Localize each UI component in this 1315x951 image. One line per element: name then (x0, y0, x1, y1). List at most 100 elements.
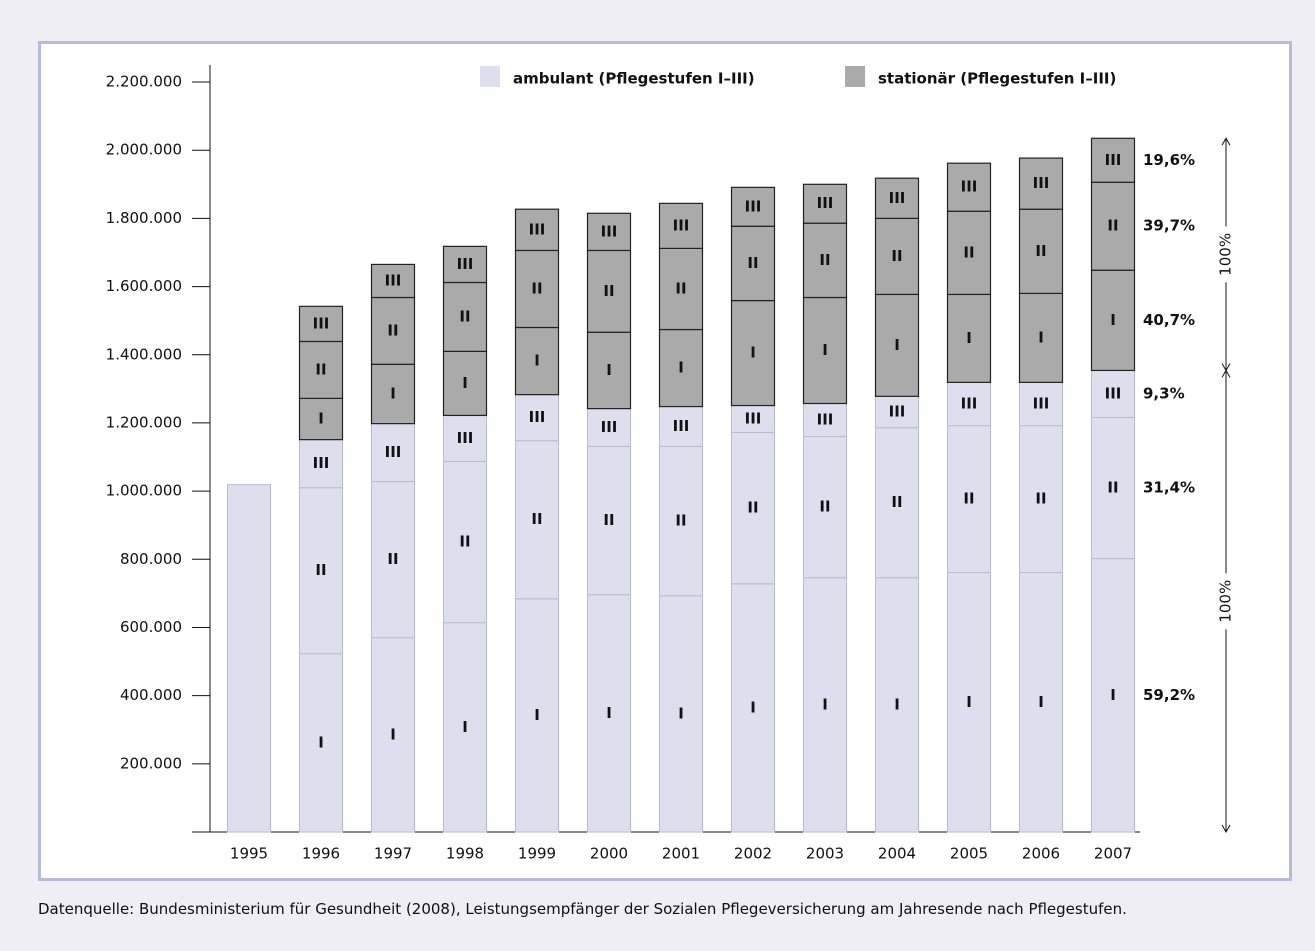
segment-label: I (390, 384, 396, 402)
bar-segment (370, 263, 416, 299)
y-tick-label: 1.000.000 (106, 482, 182, 500)
segment-label: II (675, 279, 686, 297)
share-label: 59,2% (1143, 686, 1195, 704)
segment-label: III (817, 194, 834, 212)
segment-label: III (673, 216, 690, 234)
segment-label: I (318, 733, 324, 751)
bar-segment (514, 249, 560, 329)
segment-label: I (966, 693, 972, 711)
segment-label: III (457, 429, 474, 447)
bar-segment (586, 331, 632, 410)
bar-segment (586, 212, 632, 252)
segment-label: III (313, 314, 330, 332)
segment-label: II (1035, 490, 1046, 508)
segment-label: III (889, 403, 906, 421)
segment-label: III (1033, 174, 1050, 192)
y-tick-label: 1.400.000 (106, 345, 182, 363)
x-tick-label: 1999 (518, 845, 556, 863)
bar-segment (1018, 292, 1064, 383)
x-tick-label: 2007 (1094, 845, 1132, 863)
segment-label: II (315, 360, 326, 378)
segment-label: II (1107, 479, 1118, 497)
segment-label: III (385, 443, 402, 461)
x-tick-label: 2006 (1022, 845, 1060, 863)
bar-segment (1090, 269, 1136, 372)
y-tick-label: 1.600.000 (106, 277, 182, 295)
segment-label: I (750, 344, 756, 362)
bar-segment (1018, 157, 1064, 210)
segment-label: I (822, 341, 828, 359)
segment-label: III (385, 271, 402, 289)
x-tick-label: 1997 (374, 845, 412, 863)
bracket-arrow (1221, 363, 1231, 372)
legend-label: stationär (Pflegestufen I–III) (878, 70, 1116, 88)
segment-label: III (673, 417, 690, 435)
legend-swatch (480, 66, 500, 87)
bar-segment (515, 440, 559, 600)
bar-segment (299, 487, 343, 655)
bar-segment (587, 594, 631, 833)
segment-label: I (606, 704, 612, 722)
bar-segment (658, 328, 704, 408)
bar-segment (227, 484, 271, 833)
segment-label: III (961, 395, 978, 413)
bar-segment (730, 225, 776, 302)
share-label: 9,3% (1143, 384, 1185, 402)
bar-segment (946, 210, 992, 296)
bar-segment (803, 436, 847, 579)
x-tick-label: 2001 (662, 845, 700, 863)
bar-segment (875, 427, 919, 579)
x-tick-label: 1996 (302, 845, 340, 863)
bar-segment (659, 445, 703, 597)
x-tick-label: 2004 (878, 845, 916, 863)
bar-segment (875, 577, 919, 833)
bar-segment (946, 162, 992, 212)
bar-segment (370, 296, 416, 365)
segment-label: II (891, 493, 902, 511)
segment-label: II (963, 490, 974, 508)
segment-label: I (462, 374, 468, 392)
segment-label: III (1105, 384, 1122, 402)
bar-segment (731, 583, 775, 833)
segment-label: II (747, 499, 758, 517)
segment-label: III (457, 255, 474, 273)
segment-label: II (603, 511, 614, 529)
segment-label: II (531, 279, 542, 297)
segment-label: III (601, 222, 618, 240)
bar-segment (298, 397, 344, 441)
bar-segment (514, 326, 560, 396)
bar-segment (442, 350, 488, 417)
segment-label: II (1035, 242, 1046, 260)
segment-label: I (1038, 693, 1044, 711)
segment-label: I (1110, 311, 1116, 329)
bar-segment (875, 395, 919, 429)
segment-label: I (750, 698, 756, 716)
segment-label: III (745, 197, 762, 215)
bar-segment (802, 183, 848, 224)
segment-label: I (462, 718, 468, 736)
y-tick-label: 600.000 (120, 618, 182, 636)
y-tick-label: 2.000.000 (106, 141, 182, 159)
bracket-arrow (1221, 137, 1231, 146)
legend-label: ambulant (Pflegestufen I–III) (513, 70, 755, 88)
segment-label: I (678, 704, 684, 722)
segment-label: II (459, 533, 470, 551)
bar-segment (874, 177, 920, 219)
segment-label: III (817, 411, 834, 429)
segment-label: I (1110, 686, 1116, 704)
segment-label: I (894, 336, 900, 354)
bar-segment (802, 296, 848, 405)
bar-segment (730, 186, 776, 227)
segment-label: I (822, 695, 828, 713)
segment-label: II (603, 282, 614, 300)
segment-label: II (531, 510, 542, 528)
segment-label: II (1107, 217, 1118, 235)
bar-segment (1019, 572, 1063, 833)
bar-segment (587, 445, 631, 596)
share-label: 19,6% (1143, 151, 1195, 169)
bar-segment (659, 595, 703, 833)
segment-label: II (459, 307, 470, 325)
bar-segment (1019, 425, 1063, 574)
bar-segment (803, 577, 847, 833)
